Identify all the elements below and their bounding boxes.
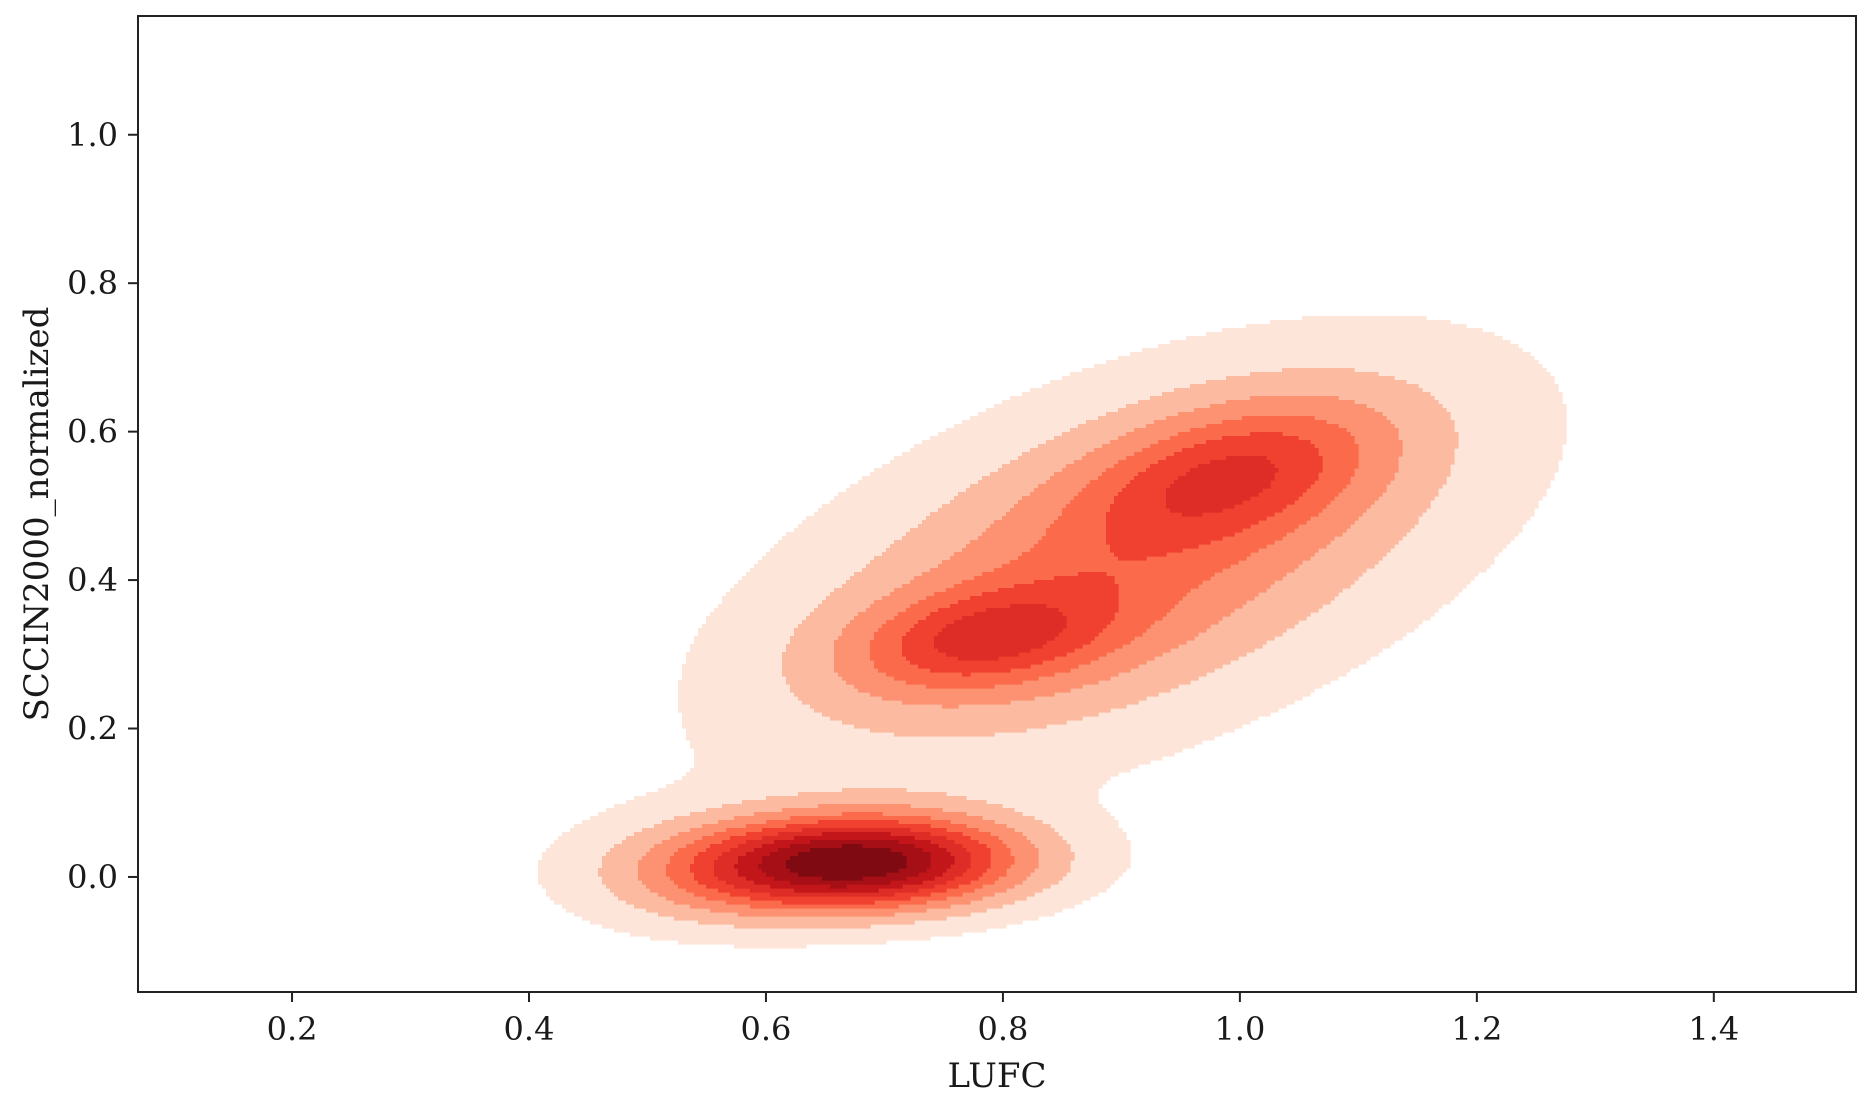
- x-axis: 0.2 0.4 0.6 0.8 1.0 1.2 1.4: [267, 992, 1739, 1048]
- x-tick-label: 1.0: [1214, 1010, 1265, 1048]
- y-tick-label: 0.8: [67, 264, 118, 302]
- y-tick-label: 0.4: [67, 561, 118, 599]
- density-contours: [538, 316, 1567, 949]
- x-tick-label: 1.4: [1688, 1010, 1739, 1048]
- y-axis: 0.0 0.2 0.4 0.6 0.8 1.0: [67, 116, 138, 896]
- x-tick-label: 0.2: [267, 1010, 318, 1048]
- density-level-9: [786, 844, 907, 881]
- x-axis-label: LUFC: [948, 1056, 1047, 1096]
- x-tick-label: 0.8: [977, 1010, 1028, 1048]
- x-tick-label: 0.6: [741, 1010, 792, 1048]
- x-tick-label: 1.2: [1451, 1010, 1502, 1048]
- x-tick-label: 0.4: [504, 1010, 555, 1048]
- y-tick-label: 0.2: [67, 710, 118, 748]
- y-tick-label: 0.6: [67, 413, 118, 451]
- y-axis-label: SCCIN2000_normalized: [17, 307, 57, 722]
- y-tick-label: 0.0: [67, 858, 118, 896]
- y-tick-label: 1.0: [67, 116, 118, 154]
- plot-frame: [137, 15, 1857, 993]
